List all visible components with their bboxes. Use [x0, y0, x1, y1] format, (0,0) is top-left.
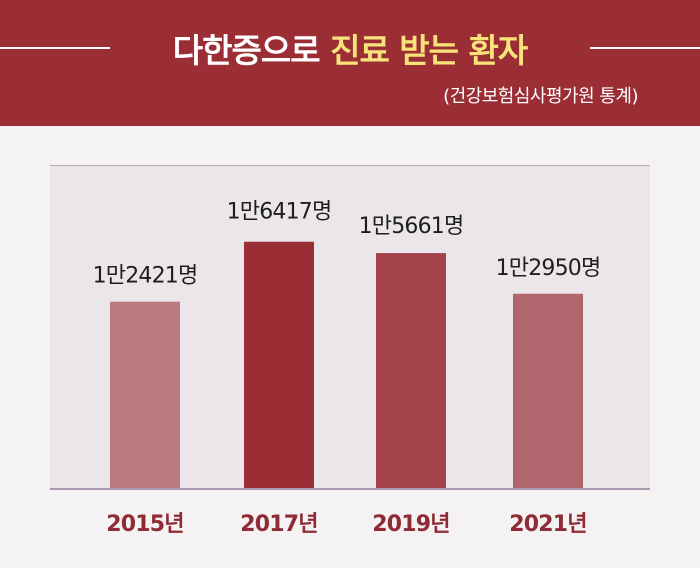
chart-title: 다한증으로 진료 받는 환자	[172, 24, 528, 72]
bar-2	[244, 241, 314, 488]
x-tick-label-3: 2019년	[372, 512, 449, 537]
x-tick-label-1: 2015년	[106, 512, 183, 537]
title-part-2: 진료 받는 환자	[330, 31, 528, 70]
chart-subtitle: (건강보험심사평가원 통계)	[443, 86, 638, 107]
title-rule-left	[0, 47, 110, 49]
data-label-4: 1만2950명	[496, 256, 601, 281]
header-banner: 다한증으로 진료 받는 환자 (건강보험심사평가원 통계)	[0, 0, 700, 126]
bar-3	[376, 253, 446, 488]
data-label-1: 1만2421명	[93, 264, 198, 289]
bar-1	[110, 301, 180, 488]
data-label-2: 1만6417명	[227, 200, 332, 225]
x-tick-label-4: 2021년	[509, 512, 586, 537]
title-row: 다한증으로 진료 받는 환자	[0, 24, 700, 72]
x-tick-label-2: 2017년	[240, 512, 317, 537]
bar-4	[513, 293, 583, 488]
title-part-1: 다한증으로	[172, 31, 321, 70]
data-label-3: 1만5661명	[359, 214, 464, 239]
title-rule-right	[590, 47, 700, 49]
x-axis-baseline	[50, 488, 650, 490]
